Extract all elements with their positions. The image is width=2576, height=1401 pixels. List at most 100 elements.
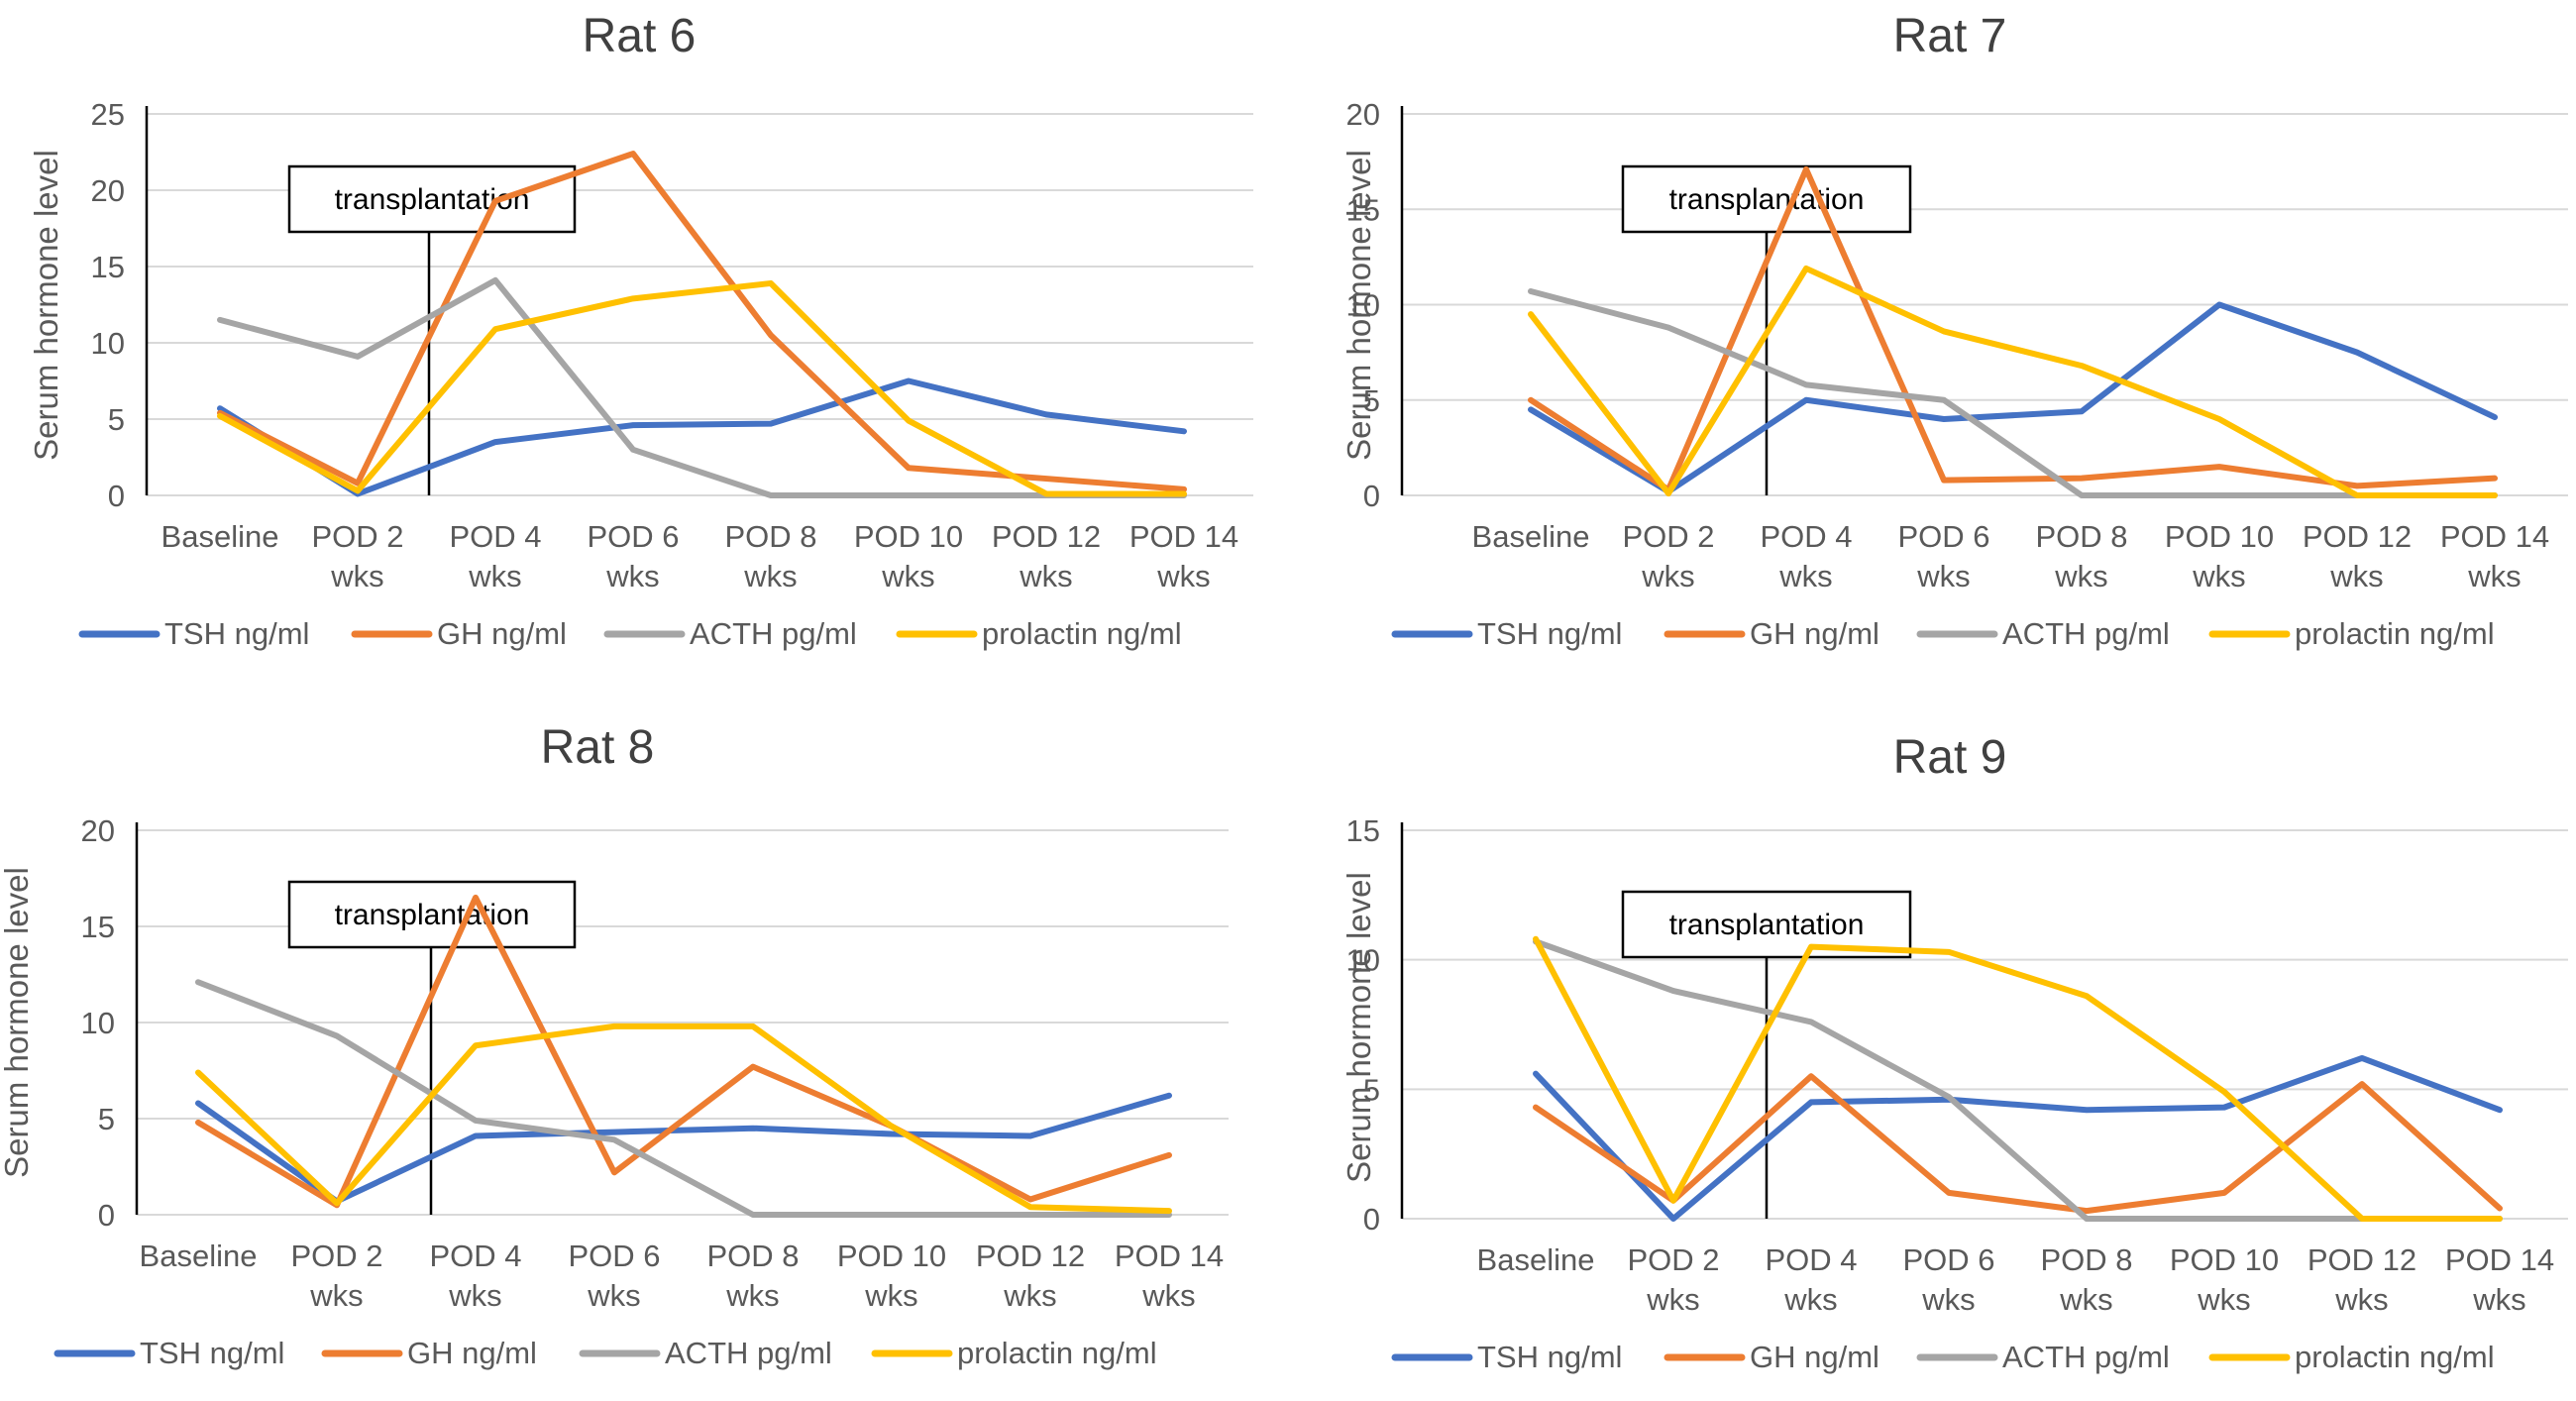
x-tick-label-line: wks (2059, 1282, 2112, 1317)
legend: TSH ng/ml GH ng/ml ACTH pg/ml prolactin ng/… (54, 1336, 1157, 1370)
x-tick-label: POD 14 wks (1129, 519, 1238, 593)
x-tick-label-line: POD 6 (587, 519, 679, 554)
x-tick-label: POD 10 wks (837, 1239, 946, 1313)
x-tick-label: POD 4 wks (449, 519, 541, 593)
x-tick-label-line: wks (1778, 559, 1832, 593)
series-gh (195, 894, 1172, 1209)
x-tick-label-line: wks (1141, 1278, 1195, 1313)
x-tick-label-line: POD 12 (992, 519, 1101, 554)
transplantation-label: transplantation (1669, 183, 1865, 216)
series-prolactin (217, 279, 1187, 497)
x-tick-label-line: wks (725, 1278, 779, 1313)
y-tick-label: 15 (1346, 813, 1380, 848)
y-tick-label: 20 (81, 813, 115, 848)
legend: TSH ng/ml GH ng/ml ACTH pg/ml prolactin ng/… (1391, 616, 2495, 651)
legend-label: prolactin ng/ml (982, 616, 1182, 651)
x-tick-label-line: wks (2334, 1282, 2388, 1317)
y-tick-label: 20 (91, 173, 125, 208)
legend-label: GH ng/ml (1750, 616, 1879, 651)
series-prolactin (1528, 265, 2498, 498)
series-line (217, 151, 1187, 492)
x-tick-label-line: POD 14 (1115, 1239, 1224, 1273)
series-line (195, 1092, 1172, 1205)
x-tick-label-line: Baseline (1477, 1242, 1595, 1277)
series-acth (195, 979, 1172, 1218)
series-line (1533, 1073, 2503, 1215)
legend-label: prolactin ng/ml (2295, 616, 2495, 651)
legend-label: ACTH pg/ml (690, 616, 857, 651)
y-tick-label: 15 (1346, 192, 1380, 227)
y-tick-label: 5 (1363, 1072, 1380, 1107)
chart-title: Rat 8 (541, 721, 655, 774)
x-tick-label-line: wks (587, 1278, 640, 1313)
x-tick-label-line: POD 12 (2308, 1242, 2416, 1277)
series-line (1528, 288, 2498, 498)
x-tick-label: POD 4 wks (1760, 519, 1852, 593)
x-tick-label: POD 4 wks (1765, 1242, 1857, 1317)
x-tick-label: POD 2 wks (1622, 519, 1714, 593)
series-gh (1533, 1073, 2503, 1215)
series-acth (1533, 938, 2503, 1222)
x-tick-label-line: POD 4 (449, 519, 541, 554)
x-tick-label-line: POD 10 (2170, 1242, 2279, 1277)
x-tick-label-line: wks (605, 559, 659, 593)
x-tick-label: Baseline (161, 519, 279, 554)
x-tick-label-line: wks (1646, 1282, 1699, 1317)
x-tick-label-line: wks (1641, 559, 1694, 593)
x-tick-label-line: wks (1003, 1278, 1056, 1313)
x-tick-label: POD 6 wks (1902, 1242, 1994, 1317)
x-tick-label-line: POD 8 (2040, 1242, 2132, 1277)
x-tick-label: POD 8 wks (2040, 1242, 2132, 1317)
x-tick-label-line: wks (743, 559, 797, 593)
y-axis-label: Serum hormone level (1341, 150, 1377, 461)
transplantation-box (287, 880, 577, 949)
transplantation-box (287, 164, 577, 234)
x-tick-label: POD 8 wks (724, 519, 816, 593)
x-tick-label-line: POD 2 (311, 519, 403, 554)
x-tick-label: POD 10 wks (2165, 519, 2274, 593)
chart-title: Rat 6 (583, 10, 697, 62)
y-tick-label: 0 (1363, 1202, 1380, 1237)
x-tick-label-line: wks (2467, 559, 2521, 593)
y-tick-label: 5 (98, 1102, 115, 1136)
series-tsh (1533, 1054, 2503, 1222)
x-tick-label: POD 14 wks (2445, 1242, 2554, 1317)
x-tick-label: POD 8 wks (706, 1239, 799, 1313)
x-tick-label-line: POD 4 (1760, 519, 1852, 554)
x-tick-label-line: wks (2054, 559, 2107, 593)
chart-rat-6: Rat 6 0 5 10 15 20 25 Serum hormone level Baseli… (28, 10, 1253, 651)
x-tick-label-line: POD 10 (2165, 519, 2274, 554)
y-tick-label: 0 (108, 479, 125, 513)
x-tick-label-line: POD 8 (724, 519, 816, 554)
x-tick-label-line: wks (2472, 1282, 2525, 1317)
legend-label: prolactin ng/ml (2295, 1340, 2495, 1374)
x-tick-label-line: POD 6 (1897, 519, 1989, 554)
series-prolactin (195, 1023, 1172, 1215)
series-acth (1528, 288, 2498, 498)
x-tick-label-line: POD 8 (2035, 519, 2127, 554)
x-tick-label-line: POD 6 (568, 1239, 660, 1273)
x-tick-label: POD 10 wks (2170, 1242, 2279, 1317)
y-tick-label: 15 (91, 250, 125, 284)
x-tick-label-line: POD 2 (1622, 519, 1714, 554)
legend: TSH ng/ml GH ng/ml ACTH pg/ml prolactin ng/… (1391, 1340, 2495, 1374)
x-tick-label-line: wks (448, 1278, 501, 1313)
x-tick-label-line: Baseline (1472, 519, 1590, 554)
legend-label: prolactin ng/ml (957, 1336, 1157, 1370)
transplantation-label: transplantation (335, 899, 530, 931)
y-tick-label: 0 (98, 1198, 115, 1233)
x-tick-label-line: POD 8 (706, 1239, 799, 1273)
series-line (195, 894, 1172, 1209)
y-axis-label: Serum hormone level (28, 150, 64, 461)
y-tick-label: 10 (81, 1006, 115, 1040)
x-tick-label-line: POD 14 (2440, 519, 2549, 554)
x-tick-label: Baseline (1472, 519, 1590, 554)
x-tick-label: POD 6 wks (587, 519, 679, 593)
chart-rat-8: Rat 8 0 5 10 15 20 Serum hormone level Baseline… (0, 721, 1229, 1370)
x-tick-label: POD 4 wks (429, 1239, 521, 1313)
y-tick-label: 10 (91, 326, 125, 361)
legend-label: ACTH pg/ml (2002, 616, 2170, 651)
series-tsh (1528, 301, 2498, 495)
x-tick-label-line: wks (1019, 559, 1072, 593)
